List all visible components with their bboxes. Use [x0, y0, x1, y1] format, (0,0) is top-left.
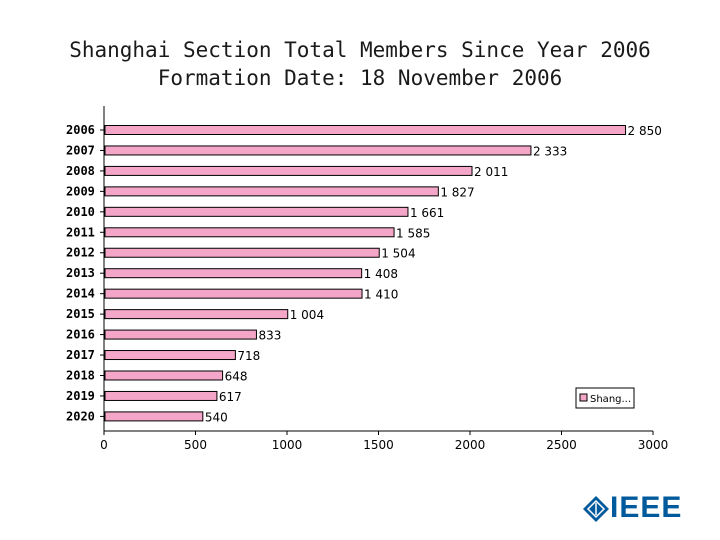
y-tick-label: 2008 [66, 164, 95, 178]
data-label: 2 333 [533, 144, 567, 158]
data-label: 2 850 [628, 124, 662, 138]
bar [104, 125, 627, 135]
data-label: 833 [258, 329, 281, 343]
x-tick-label: 1500 [363, 438, 394, 452]
x-tick-label: 2000 [455, 438, 486, 452]
bar [104, 227, 395, 238]
data-label: 2 011 [474, 165, 508, 179]
y-tick-label: 2009 [66, 184, 95, 198]
data-label: 648 [225, 369, 248, 383]
data-label: 1 661 [410, 206, 444, 220]
y-tick-label: 2007 [66, 143, 95, 157]
bar [104, 145, 532, 156]
bar [104, 411, 204, 422]
bar [104, 370, 224, 381]
ieee-logo: IEEE [582, 491, 686, 524]
data-label: 1 585 [396, 226, 430, 240]
bar [104, 206, 409, 217]
y-tick-label: 2019 [66, 389, 95, 403]
x-tick-label: 500 [184, 438, 207, 452]
data-label: 1 004 [290, 308, 324, 322]
data-label: 1 827 [440, 185, 474, 199]
y-tick-label: 2011 [66, 225, 95, 239]
bar [104, 247, 380, 258]
data-label: 540 [205, 410, 228, 424]
data-label: 1 504 [381, 247, 415, 261]
y-tick-label: 2013 [66, 266, 95, 280]
y-tick-label: 2016 [66, 328, 95, 342]
bar [104, 165, 473, 176]
y-tick-label: 2015 [66, 307, 95, 321]
ieee-diamond-icon [583, 496, 609, 522]
x-tick-label: 3000 [638, 438, 669, 452]
x-tick-label: 1000 [272, 438, 303, 452]
data-label: 1 410 [364, 288, 398, 302]
legend-label: Shang... [590, 394, 631, 405]
bar [104, 329, 257, 340]
y-tick-label: 2018 [66, 368, 95, 382]
y-tick-label: 2012 [66, 246, 95, 260]
chart-subtitle: Formation Date: 18 November 2006 [157, 66, 563, 90]
y-tick-label: 2014 [66, 287, 95, 301]
y-tick-label: 2017 [66, 348, 95, 362]
chart-title: Shanghai Section Total Members Since Yea… [69, 38, 651, 62]
legend-swatch [579, 393, 588, 402]
bar [104, 268, 363, 279]
y-tick-label: 2020 [66, 409, 95, 423]
bar [104, 390, 218, 401]
bar [104, 288, 363, 299]
legend-box [575, 387, 635, 409]
data-label: 1 408 [364, 267, 398, 281]
bar [104, 350, 236, 361]
x-tick-label: 2500 [546, 438, 577, 452]
x-tick-label: 0 [100, 438, 108, 452]
ieee-logo-text: IEEE [610, 491, 683, 524]
bar [104, 309, 289, 320]
data-label: 617 [219, 390, 242, 404]
data-label: 718 [237, 349, 260, 363]
bar [104, 186, 439, 197]
y-tick-label: 2010 [66, 205, 95, 219]
y-tick-label: 2006 [66, 123, 95, 137]
